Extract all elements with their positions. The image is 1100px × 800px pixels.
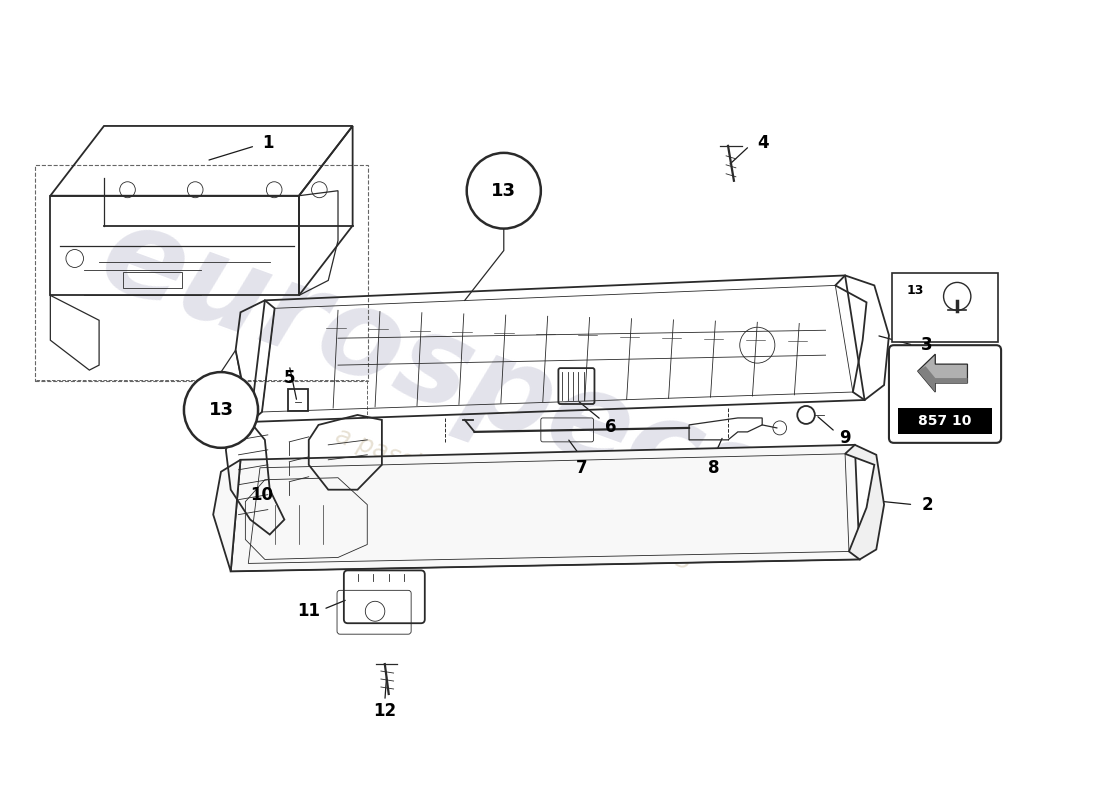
Polygon shape bbox=[845, 445, 884, 559]
Text: 13: 13 bbox=[906, 284, 924, 298]
Text: 6: 6 bbox=[605, 418, 617, 436]
Polygon shape bbox=[213, 460, 241, 571]
Circle shape bbox=[184, 372, 258, 448]
Polygon shape bbox=[917, 354, 968, 392]
Text: 7: 7 bbox=[576, 458, 587, 477]
Text: 857 10: 857 10 bbox=[918, 414, 971, 428]
Polygon shape bbox=[898, 408, 992, 434]
FancyBboxPatch shape bbox=[892, 274, 998, 342]
Polygon shape bbox=[917, 366, 968, 392]
Text: 9: 9 bbox=[839, 429, 851, 447]
Text: a passion for parts since 1985: a passion for parts since 1985 bbox=[332, 424, 695, 575]
Text: 5: 5 bbox=[284, 369, 295, 387]
Text: 2: 2 bbox=[921, 496, 933, 514]
Text: 13: 13 bbox=[492, 182, 516, 200]
Polygon shape bbox=[231, 445, 860, 571]
Text: eurospecs: eurospecs bbox=[86, 195, 785, 546]
Text: 11: 11 bbox=[297, 602, 320, 620]
FancyBboxPatch shape bbox=[889, 345, 1001, 443]
Text: 13: 13 bbox=[209, 401, 233, 419]
Text: 10: 10 bbox=[251, 486, 274, 504]
Text: 12: 12 bbox=[373, 702, 396, 720]
Text: 8: 8 bbox=[707, 458, 719, 477]
Text: 1: 1 bbox=[262, 134, 274, 152]
Text: 3: 3 bbox=[921, 336, 933, 354]
Text: 4: 4 bbox=[758, 134, 769, 152]
Circle shape bbox=[466, 153, 541, 229]
